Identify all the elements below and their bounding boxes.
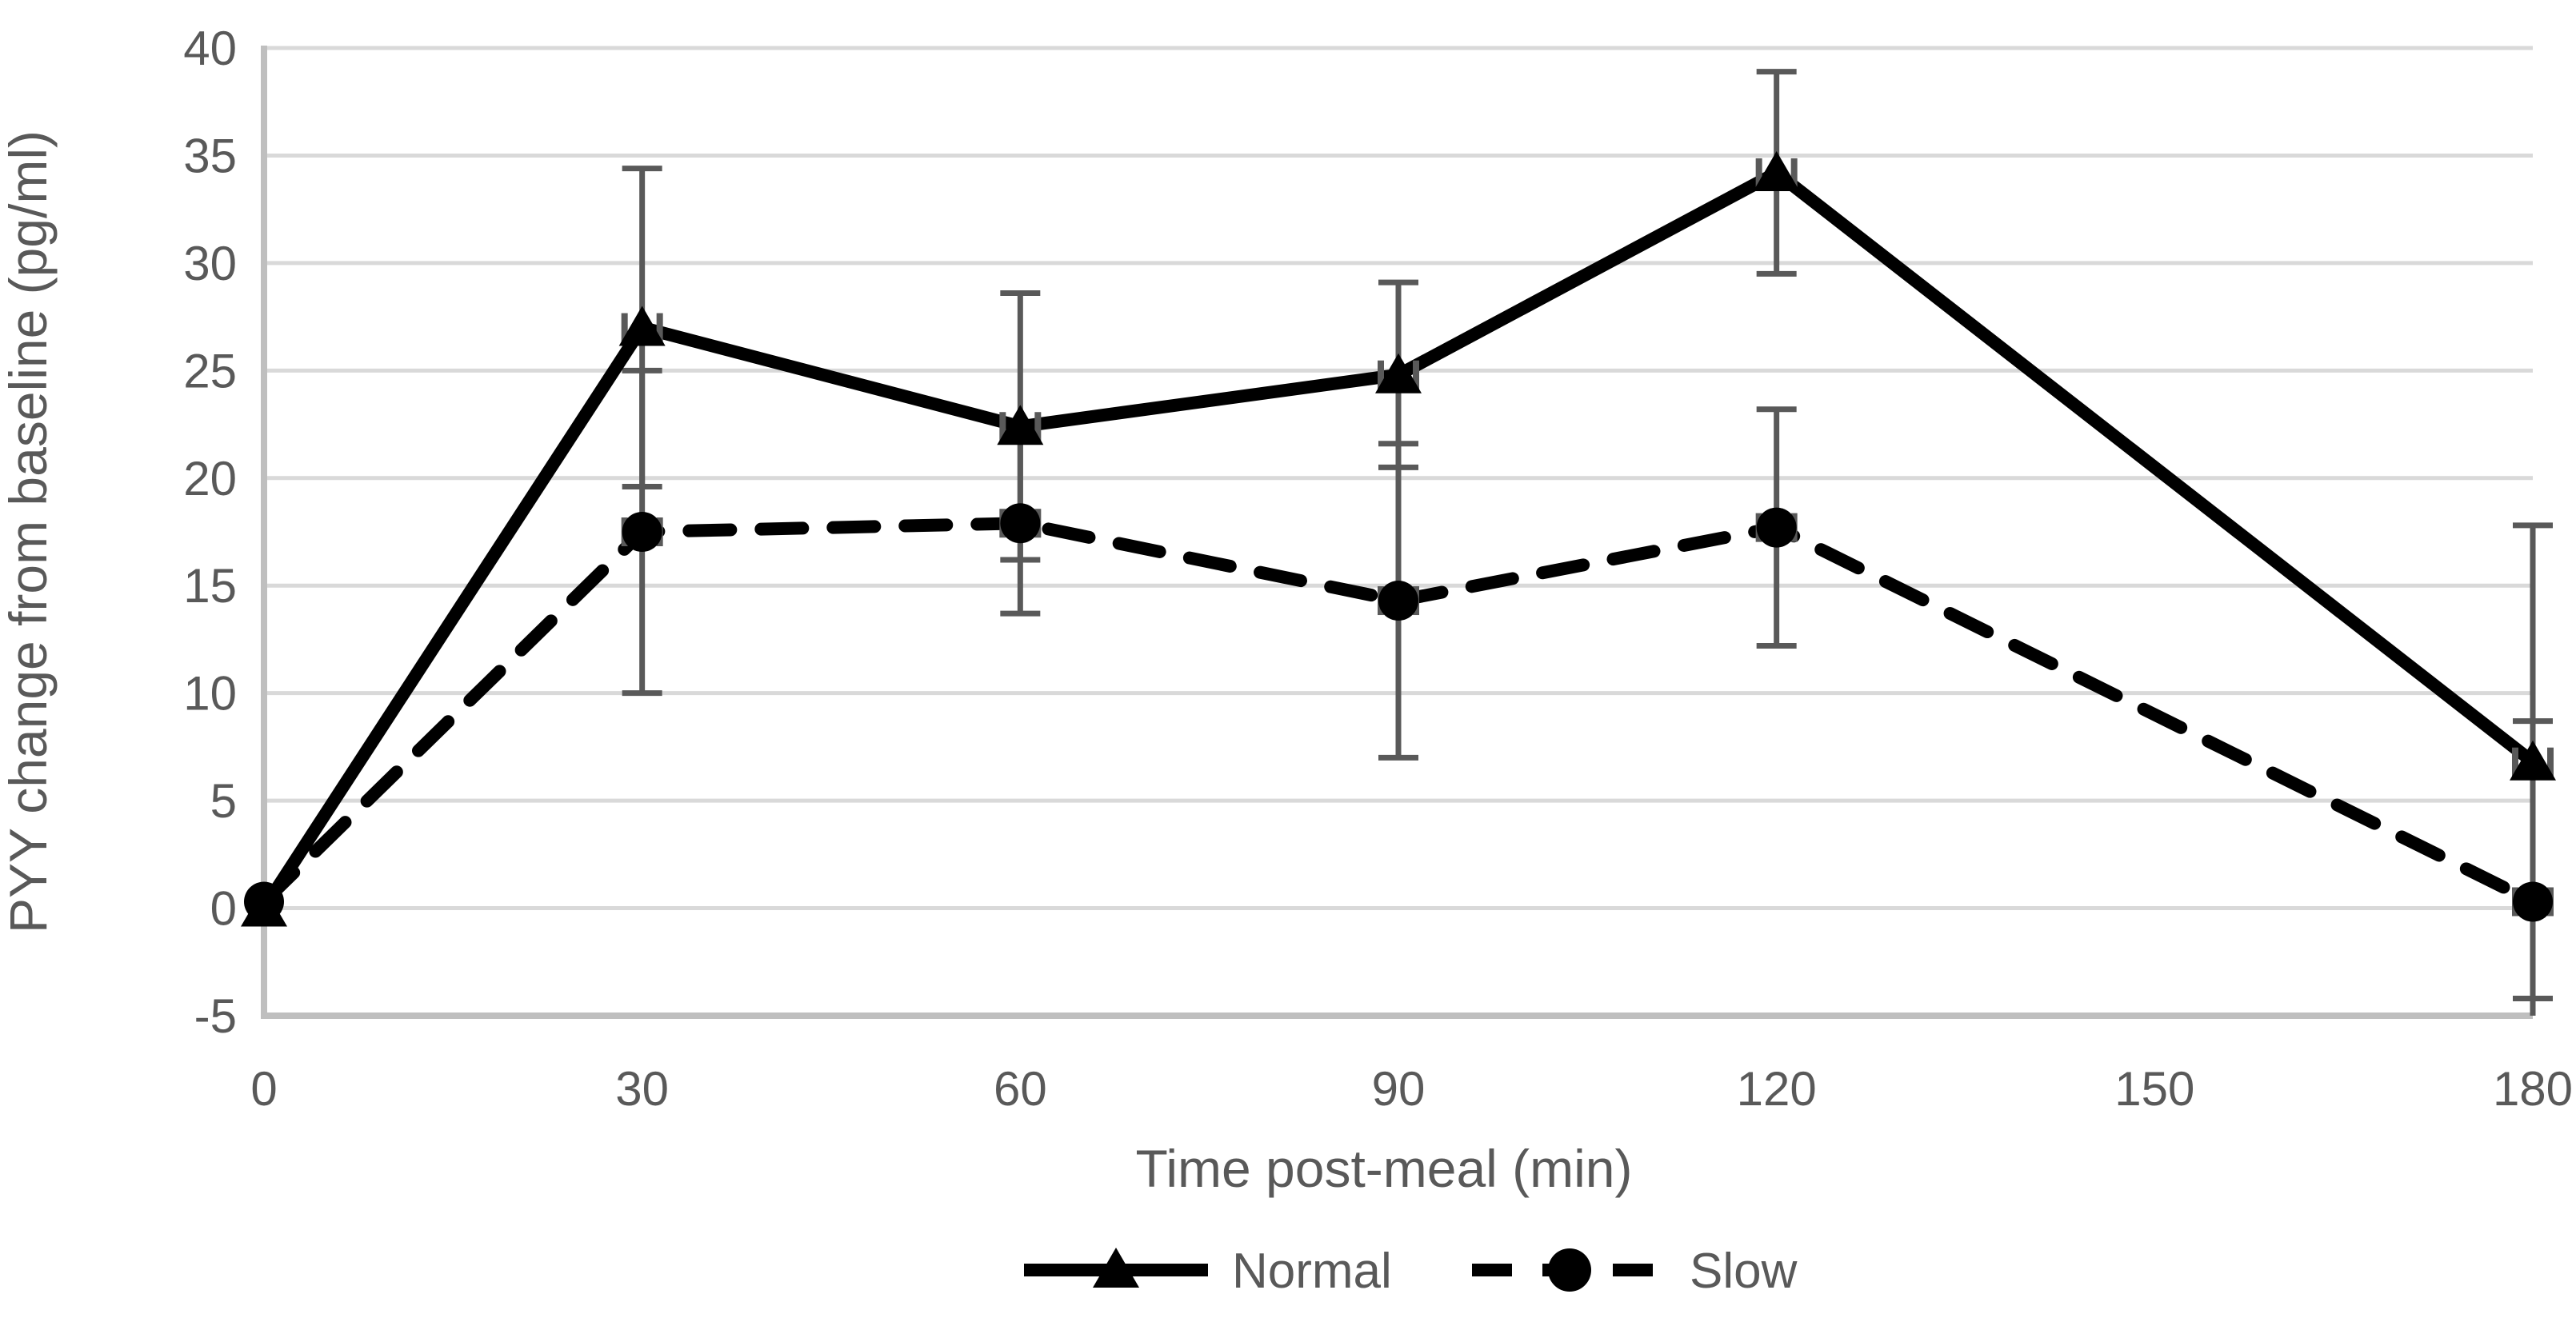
x-error-cap [1755, 158, 1762, 187]
y-axis-title: PYY change from baseline (pg/ml) [0, 130, 58, 933]
slow-marker [2513, 881, 2553, 922]
x-tick-label: 90 [1372, 1062, 1426, 1116]
normal-marker [1753, 150, 1800, 191]
slow-marker [1378, 581, 1418, 621]
legend-normal-label: Normal [1232, 1244, 1392, 1299]
slow-series-line [258, 517, 2539, 909]
x-tick-label: 30 [615, 1062, 669, 1116]
normal-marker [1375, 353, 1422, 393]
legend-item-slow: Slow [1472, 1244, 1798, 1299]
normal-marker [997, 405, 1044, 445]
normal-series-line [258, 165, 2539, 915]
y-tick-label: 35 [183, 129, 237, 182]
slow-marker [1756, 507, 1797, 548]
x-error-cap [2512, 747, 2518, 777]
legend-item-normal: Normal [1024, 1244, 1392, 1299]
y-tick-label: -5 [194, 989, 237, 1043]
y-tick-label: 10 [183, 667, 237, 721]
y-tick-label: 30 [183, 237, 237, 290]
y-tick-label: 25 [183, 344, 237, 397]
x-error-cap [1378, 360, 1384, 389]
x-error-cap [1034, 412, 1042, 441]
x-axis-title: Time post-meal (min) [1136, 1139, 1633, 1198]
x-tick-label: 180 [2493, 1062, 2573, 1116]
normal-marker [241, 886, 287, 927]
x-tick-label: 0 [250, 1062, 277, 1116]
x-error-cap [1413, 360, 1419, 389]
normal-marker [2510, 740, 2556, 781]
normal-marker [618, 306, 666, 346]
legend-normal-triangle-icon [1093, 1248, 1139, 1288]
slow-marker [1000, 503, 1041, 544]
x-error-cap [621, 313, 628, 342]
y-tick-label: 20 [183, 452, 237, 505]
legend: Normal Slow [1024, 1244, 1798, 1299]
x-tick-label: 120 [1737, 1062, 1817, 1116]
x-tick-label: 60 [994, 1062, 1047, 1116]
y-tick-label: 15 [183, 559, 237, 613]
x-tick-label: 150 [2114, 1062, 2194, 1116]
slow-marker [622, 512, 662, 552]
x-error-cap [2547, 747, 2554, 777]
y-tick-label: 40 [183, 22, 237, 75]
legend-slow-label: Slow [1690, 1244, 1798, 1299]
x-error-cap [999, 412, 1006, 441]
y-tick-label: 0 [210, 882, 237, 936]
legend-slow-circle-icon [1548, 1248, 1591, 1292]
x-error-cap [656, 313, 663, 342]
y-tick-label: 5 [210, 774, 237, 828]
x-error-cap [1790, 158, 1798, 187]
